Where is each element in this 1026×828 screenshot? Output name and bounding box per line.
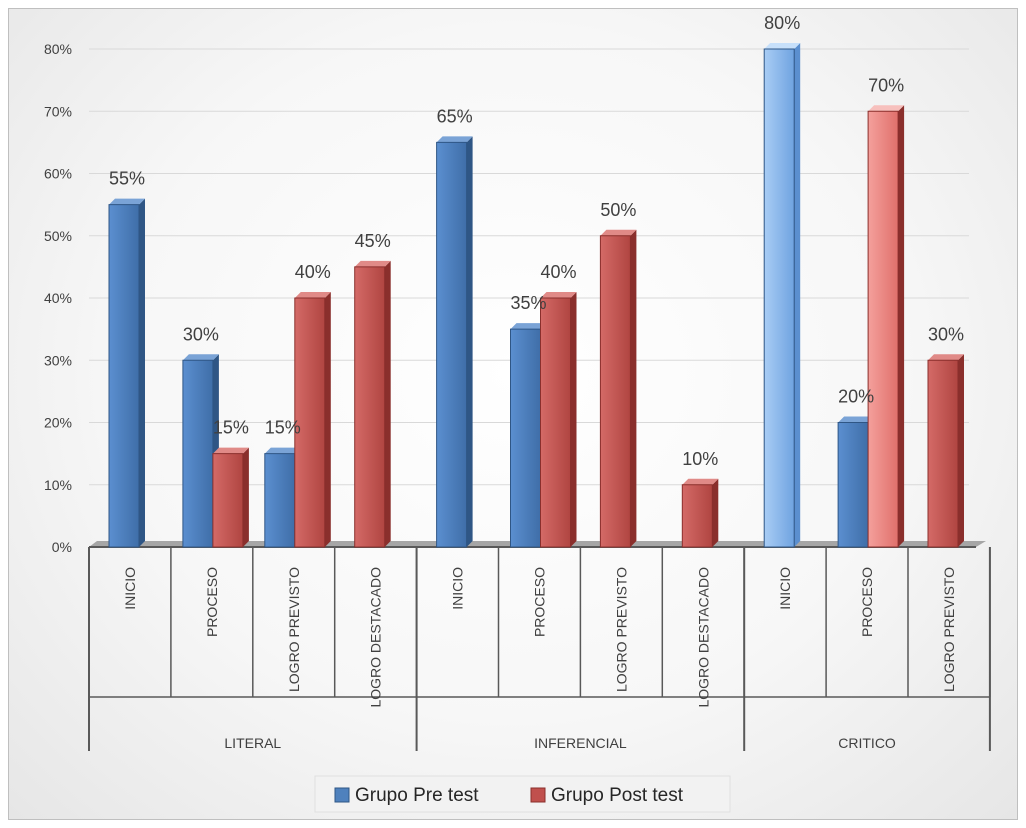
y-tick-label: 30% [44,352,72,368]
bar-pre-test-top [764,43,801,49]
bar-post-test-front [927,359,959,548]
data-label-pre-test: 35% [510,293,546,313]
y-tick-label: 20% [44,415,72,431]
data-label-post-test: 40% [295,262,331,282]
y-tick-label: 60% [44,166,72,182]
group-label: CRITICO [838,735,896,751]
bar-post-test [540,292,577,548]
data-label-post-test: 15% [213,418,249,438]
y-tick-label: 80% [44,41,72,57]
bar-pre-test-front [763,48,795,548]
chart-frame: 0% 10% 20% 30% 40% 50% 60% 70% 80% INICIO PROCESO L… [8,8,1018,820]
category-label: LOGRO PREVISTO [613,567,629,692]
bar-post-test-side [570,292,577,547]
bar-pre-test-side [466,136,473,547]
y-tick-label: 40% [44,290,72,306]
bar-pre-test-top [182,354,219,361]
data-label-post-test: 45% [355,231,391,251]
bar-post-test-top [212,447,249,454]
bar-post-test-front [294,297,326,548]
data-label-pre-test: 80% [764,13,800,33]
bar-post-test [294,292,331,548]
bar-pre-test-top [109,198,145,205]
bar-pre-test-top [838,416,875,423]
bar-post-test-top [600,229,637,236]
bar-pre-test-front [510,328,541,548]
bar-post-test-front [540,297,571,548]
bar-post-test-side [324,292,331,547]
data-label-pre-test: 65% [437,106,473,126]
legend-box [314,775,731,813]
legend-swatch-pre-test [334,787,350,803]
bar-post-test [212,447,249,548]
group-label: INFERENCIAL [534,735,627,751]
category-label: LOGRO DESTACADO [368,567,384,708]
bar-pre-test-front [436,141,468,548]
legend-label-pre-test: Grupo Pre test [355,785,479,806]
y-tick-label: 50% [44,228,72,244]
bar-post-test-side [630,229,637,547]
data-label-pre-test: 30% [183,324,219,344]
bar-pre-test-front [182,359,214,548]
category-label: PROCESO [531,567,547,637]
bar-post-test-side [898,105,905,547]
bar-post-test-front [599,235,631,548]
bar-pre-test-front [837,422,869,548]
data-label-pre-test: 20% [838,387,874,407]
bar-post-test-front [681,484,713,548]
bar-pre-test-top [436,136,473,143]
bar-post-test [599,229,637,548]
data-label-post-test: 30% [928,324,964,344]
bar-post-test-side [958,354,964,547]
bar-chart: 0% 10% 20% 30% 40% 50% 60% 70% 80% INICIO PROCESO L… [44,13,991,813]
bar-post-test-top [540,292,577,298]
bar-post-test-front [354,266,386,548]
bar-post-test-top [682,478,719,485]
bar-post-test [927,354,964,548]
y-tick-label: 70% [44,103,72,119]
bar-post-test-front [212,453,244,548]
bar-post-test [681,478,719,548]
category-label: INICIO [777,567,793,610]
data-label-post-test: 70% [868,75,904,95]
category-label: PROCESO [859,567,875,637]
bar-pre-test [763,43,801,548]
data-label-pre-test: 15% [265,418,301,438]
category-label: LOGRO PREVISTO [286,567,302,692]
bar-post-test-top [354,260,391,267]
category-label: INICIO [122,567,138,610]
bar-post-test [354,260,391,548]
legend-label-post-test: Grupo Post test [551,785,684,806]
data-label-post-test: 50% [600,200,636,220]
bar-post-test-front [867,110,899,548]
legend-swatch-post-test [530,787,546,803]
y-tick-label: 0% [52,539,72,555]
bar-post-test-top [928,354,964,361]
category-label: LOGRO PREVISTO [941,567,957,692]
bar-pre-test [108,198,145,548]
bar-post-test [867,105,905,548]
bar-pre-test [436,136,473,548]
bar-post-test-side [712,478,719,547]
category-label: LOGRO DESTACADO [695,567,711,708]
bar-pre-test-top [264,447,301,454]
bar-pre-test-side [139,198,145,547]
bar-pre-test-top [510,323,547,330]
data-label-post-test: 10% [682,449,718,469]
bar-post-test-top [868,105,905,112]
y-tick-label: 10% [44,477,72,493]
bar-pre-test-front [108,204,140,548]
data-label-pre-test: 55% [109,169,145,189]
bar-post-test-side [242,447,249,547]
category-label: INICIO [450,567,466,610]
group-label: LITERAL [224,735,281,751]
data-label-post-test: 40% [540,262,576,282]
category-label: PROCESO [204,567,220,637]
bar-pre-test-side [794,43,801,547]
bar-post-test-top [294,292,331,298]
bar-post-test-side [384,260,391,547]
bar-pre-test-front [264,453,296,548]
